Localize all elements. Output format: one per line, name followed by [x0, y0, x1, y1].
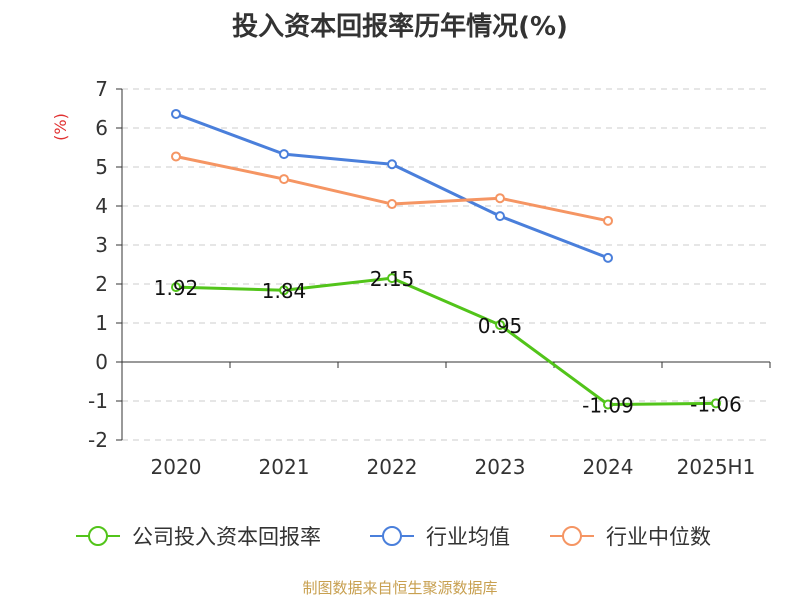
y-tick-label: 2: [95, 272, 108, 296]
y-tick-label: 0: [95, 350, 108, 374]
x-tick-label: 2022: [367, 455, 418, 479]
y-tick-label: 1: [95, 311, 108, 335]
data-label: 0.95: [478, 314, 523, 338]
x-tick-label: 2021: [259, 455, 310, 479]
y-tick-label: 6: [95, 116, 108, 140]
legend-marker: [88, 526, 108, 546]
series-line: [175, 112, 609, 260]
source-note: 制图数据来自恒生聚源数据库: [302, 579, 498, 597]
data-labels: 1.92 1.84 2.15 0.95 -1.09 -1.06: [154, 267, 742, 417]
grid-lines: [122, 88, 770, 441]
data-label: 1.84: [262, 279, 307, 303]
legend-item[interactable]: 行业均值: [370, 525, 510, 549]
data-point: [603, 252, 613, 263]
x-tick-label: 2024: [583, 455, 634, 479]
legend-marker: [382, 526, 402, 546]
data-point: [279, 149, 289, 160]
data-point: [387, 273, 397, 284]
chart-title: 投入资本回报率历年情况(%): [232, 12, 568, 42]
y-tick-label: -2: [88, 428, 108, 452]
y-tick-label: -1: [88, 389, 108, 413]
legend-label: 行业均值: [426, 525, 510, 549]
legend-item[interactable]: 行业中位数: [550, 525, 711, 549]
data-point: [603, 399, 613, 410]
data-point: [171, 151, 181, 162]
data-point: [603, 215, 613, 226]
data-point: [387, 199, 397, 210]
legend-label: 行业中位数: [606, 525, 711, 549]
data-point: [711, 398, 721, 409]
data-point: [171, 282, 181, 293]
data-point: [495, 211, 505, 222]
y-tick-label: 7: [95, 77, 108, 101]
data-label: -1.09: [582, 394, 634, 418]
legend-item[interactable]: 公司投入资本回报率: [76, 525, 321, 549]
data-point: [279, 285, 289, 296]
data-point: [495, 193, 505, 204]
series-line: [175, 276, 717, 407]
x-tick-label: 2023: [475, 455, 526, 479]
y-tick-label: 5: [95, 155, 108, 179]
series-lines: [171, 108, 721, 410]
y-axis-label: (%): [51, 113, 70, 141]
x-tick-label: 2020: [151, 455, 202, 479]
legend-marker: [562, 526, 582, 546]
data-label: 1.92: [154, 276, 199, 300]
axes: 7 6 5 4 3 2 1 0 -1 -2 2020 2021 2022 2023 2024 2025H1 (%…: [51, 77, 771, 479]
x-tick-label: 2025H1: [677, 455, 756, 479]
data-label: -1.06: [690, 392, 742, 416]
y-tick-label: 3: [95, 233, 108, 257]
data-point: [387, 159, 397, 170]
legend: 公司投入资本回报率 行业均值 行业中位数: [76, 525, 711, 549]
data-point: [279, 174, 289, 185]
y-tick-label: 4: [95, 194, 108, 218]
data-point: [171, 108, 181, 119]
data-point: [495, 319, 505, 330]
data-label: 2.15: [370, 267, 415, 291]
legend-label: 公司投入资本回报率: [132, 525, 321, 549]
